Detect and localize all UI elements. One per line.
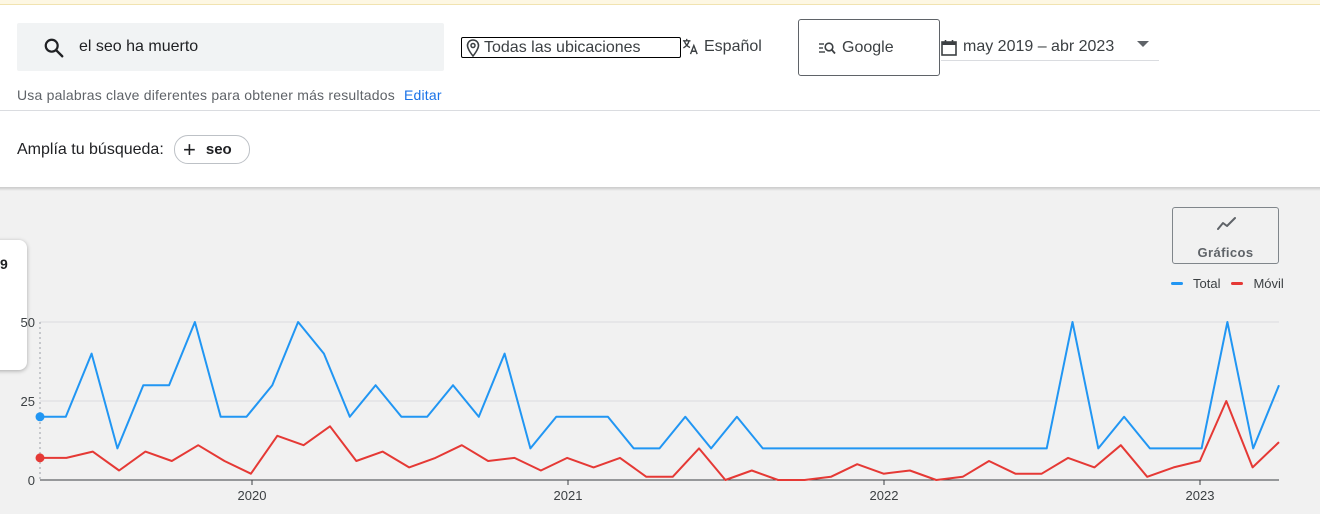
property-filter[interactable]: Google — [798, 19, 940, 76]
x-tick-label: 2023 — [1186, 488, 1215, 503]
chart-legend: Total Móvil — [1171, 276, 1295, 291]
y-tick-label: 50 — [21, 315, 35, 330]
legend-label-total: Total — [1193, 276, 1221, 291]
search-icon — [44, 38, 64, 58]
hover-dot-total — [35, 412, 45, 422]
chart-tooltip: 9 — [0, 240, 27, 370]
legend-item-total[interactable]: Total — [1171, 276, 1220, 291]
hint-text: Usa palabras clave diferentes para obten… — [17, 87, 395, 103]
charts-button[interactable]: Gráficos — [1172, 207, 1279, 264]
trend-chart[interactable]: 0 25 50 2020 2021 2022 2023 — [0, 300, 1320, 514]
legend-swatch-total — [1171, 282, 1183, 285]
header-shadow — [0, 187, 1320, 191]
translate-icon — [682, 38, 698, 55]
location-filter[interactable]: Todas las ubicaciones — [461, 37, 681, 58]
date-range-select[interactable]: may 2019 – abr 2023 — [941, 34, 1159, 61]
y-tick-label: 25 — [21, 394, 35, 409]
y-tick-label: 0 — [28, 473, 35, 488]
plus-icon: + — [183, 136, 196, 162]
edit-link[interactable]: Editar — [403, 87, 442, 103]
location-label: Todas las ubicaciones — [484, 38, 641, 56]
suggestion-chip-seo[interactable]: + seo — [174, 135, 250, 164]
language-label: Español — [704, 37, 762, 55]
location-pin-icon — [466, 38, 480, 57]
date-range-label: may 2019 – abr 2023 — [963, 38, 1115, 55]
series-line-total — [40, 321, 1280, 450]
property-label: Google — [842, 38, 894, 56]
x-tick-label: 2021 — [554, 488, 583, 503]
search-input[interactable]: el seo ha muerto — [17, 23, 444, 71]
dropdown-arrow-icon — [1137, 41, 1149, 47]
tooltip-value: 9 — [0, 256, 8, 272]
top-notice-strip — [0, 0, 1320, 5]
expand-search-label: Amplía tu búsqueda: — [17, 141, 164, 158]
series-line-movil — [40, 400, 1280, 481]
header-divider — [0, 110, 1320, 111]
legend-swatch-movil — [1231, 282, 1244, 285]
x-tick-label: 2022 — [870, 488, 899, 503]
language-filter[interactable]: Español — [681, 37, 762, 56]
chip-label: seo — [205, 141, 232, 158]
trending-chart-icon — [1217, 217, 1236, 230]
legend-label-movil: Móvil — [1253, 276, 1284, 291]
search-hint: Usa palabras clave diferentes para obten… — [17, 87, 442, 103]
calendar-icon — [941, 39, 957, 56]
legend-item-movil[interactable]: Móvil — [1231, 276, 1284, 291]
search-query: el seo ha muerto — [79, 38, 199, 55]
hover-dot-movil — [35, 453, 45, 463]
web-search-icon — [819, 41, 836, 54]
x-tick-label: 2020 — [238, 488, 267, 503]
chart-panel — [0, 188, 1320, 514]
charts-button-label: Gráficos — [1197, 245, 1254, 260]
